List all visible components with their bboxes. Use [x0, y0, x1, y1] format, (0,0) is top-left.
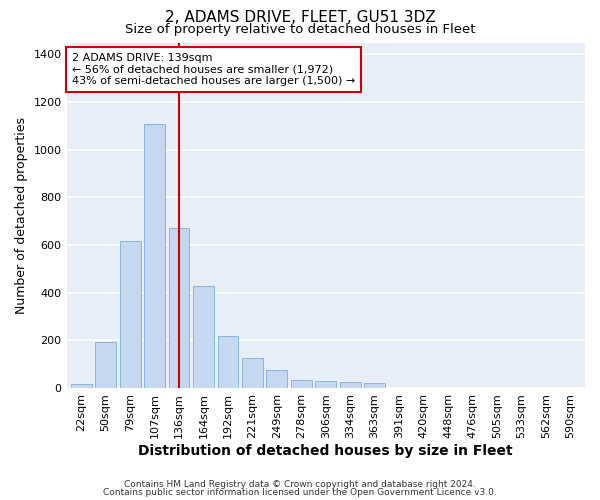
Bar: [120, 242, 140, 388]
Text: 2, ADAMS DRIVE, FLEET, GU51 3DZ: 2, ADAMS DRIVE, FLEET, GU51 3DZ: [164, 10, 436, 25]
Text: 2 ADAMS DRIVE: 139sqm
← 56% of detached houses are smaller (1,972)
43% of semi-d: 2 ADAMS DRIVE: 139sqm ← 56% of detached …: [72, 53, 355, 86]
Bar: [242, 358, 263, 388]
Bar: [193, 286, 214, 388]
Bar: [144, 124, 165, 388]
Text: Contains public sector information licensed under the Open Government Licence v3: Contains public sector information licen…: [103, 488, 497, 497]
Y-axis label: Number of detached properties: Number of detached properties: [15, 116, 28, 314]
Bar: [364, 383, 385, 388]
Bar: [95, 342, 116, 388]
Bar: [266, 370, 287, 388]
Bar: [316, 381, 336, 388]
Bar: [71, 384, 92, 388]
X-axis label: Distribution of detached houses by size in Fleet: Distribution of detached houses by size …: [139, 444, 513, 458]
Bar: [291, 380, 312, 388]
Bar: [218, 336, 238, 388]
Text: Contains HM Land Registry data © Crown copyright and database right 2024.: Contains HM Land Registry data © Crown c…: [124, 480, 476, 489]
Text: Size of property relative to detached houses in Fleet: Size of property relative to detached ho…: [125, 22, 475, 36]
Bar: [340, 382, 361, 388]
Bar: [169, 228, 190, 388]
